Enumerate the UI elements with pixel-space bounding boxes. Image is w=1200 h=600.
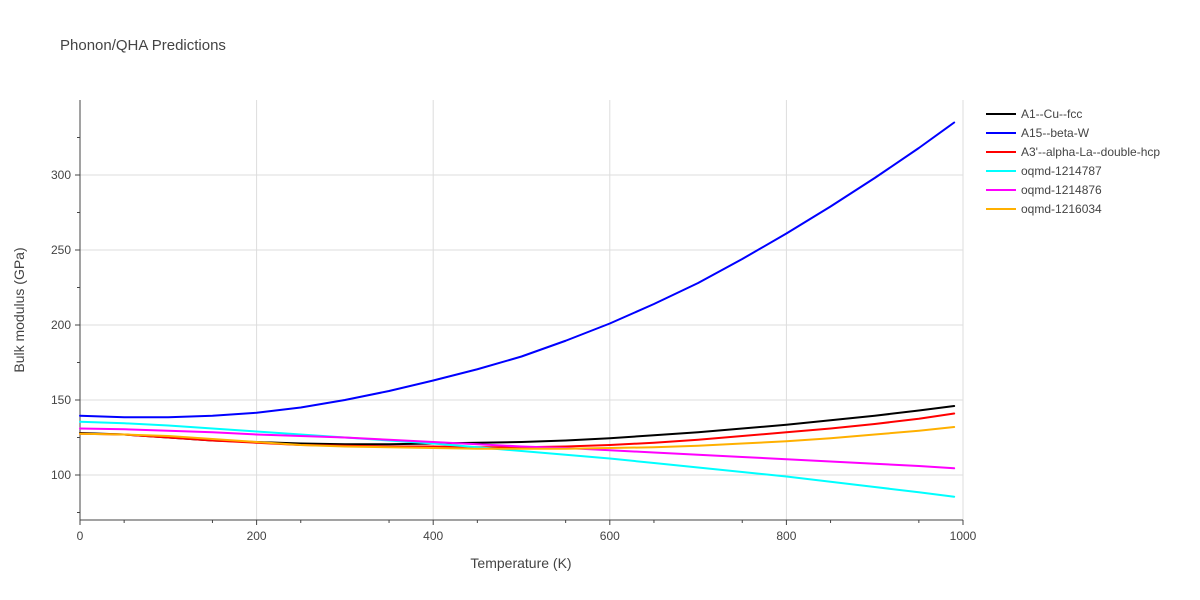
- legend-item[interactable]: oqmd-1214876: [986, 183, 1102, 197]
- legend-label: A1--Cu--fcc: [1021, 107, 1082, 121]
- legend[interactable]: A1--Cu--fcc A15--beta-W A3'--alpha-La--dou…: [986, 107, 1160, 216]
- y-tick-label: 300: [51, 168, 71, 182]
- series-line-oqmd-1214787: [79, 420, 956, 498]
- series-line-a15-beta-w: [79, 121, 956, 419]
- x-tick-label: 1000: [950, 529, 977, 543]
- series-line-oqmd-1214876: [79, 427, 956, 470]
- y-tick-label: 200: [51, 318, 71, 332]
- legend-item[interactable]: oqmd-1214787: [986, 164, 1102, 178]
- legend-label: oqmd-1214787: [1021, 164, 1102, 178]
- x-tick-label: 400: [423, 529, 443, 543]
- y-tick-label: 100: [51, 468, 71, 482]
- axes-layer: 0 200 400 600 800 1000 100 150 200 250 300: [51, 100, 977, 543]
- x-tick-label: 800: [776, 529, 796, 543]
- series-line-oqmd-1216034: [79, 426, 956, 450]
- x-tick-label: 0: [77, 529, 84, 543]
- y-tick-label: 250: [51, 243, 71, 257]
- series-layer: [79, 121, 956, 498]
- legend-label: oqmd-1214876: [1021, 183, 1102, 197]
- legend-item[interactable]: A1--Cu--fcc: [986, 107, 1082, 121]
- legend-label: A3'--alpha-La--double-hcp: [1021, 145, 1160, 159]
- legend-label: A15--beta-W: [1021, 126, 1090, 140]
- x-axis-title: Temperature (K): [470, 555, 571, 571]
- x-tick-label: 200: [247, 529, 267, 543]
- legend-label: oqmd-1216034: [1021, 202, 1102, 216]
- grid-layer: [80, 100, 964, 520]
- legend-item[interactable]: A3'--alpha-La--double-hcp: [986, 145, 1160, 159]
- y-axis-title: Bulk modulus (GPa): [11, 247, 27, 372]
- x-tick-label: 600: [600, 529, 620, 543]
- chart-title: Phonon/QHA Predictions: [60, 37, 226, 54]
- legend-item[interactable]: oqmd-1216034: [986, 202, 1102, 216]
- legend-item[interactable]: A15--beta-W: [986, 126, 1090, 140]
- y-tick-label: 150: [51, 393, 71, 407]
